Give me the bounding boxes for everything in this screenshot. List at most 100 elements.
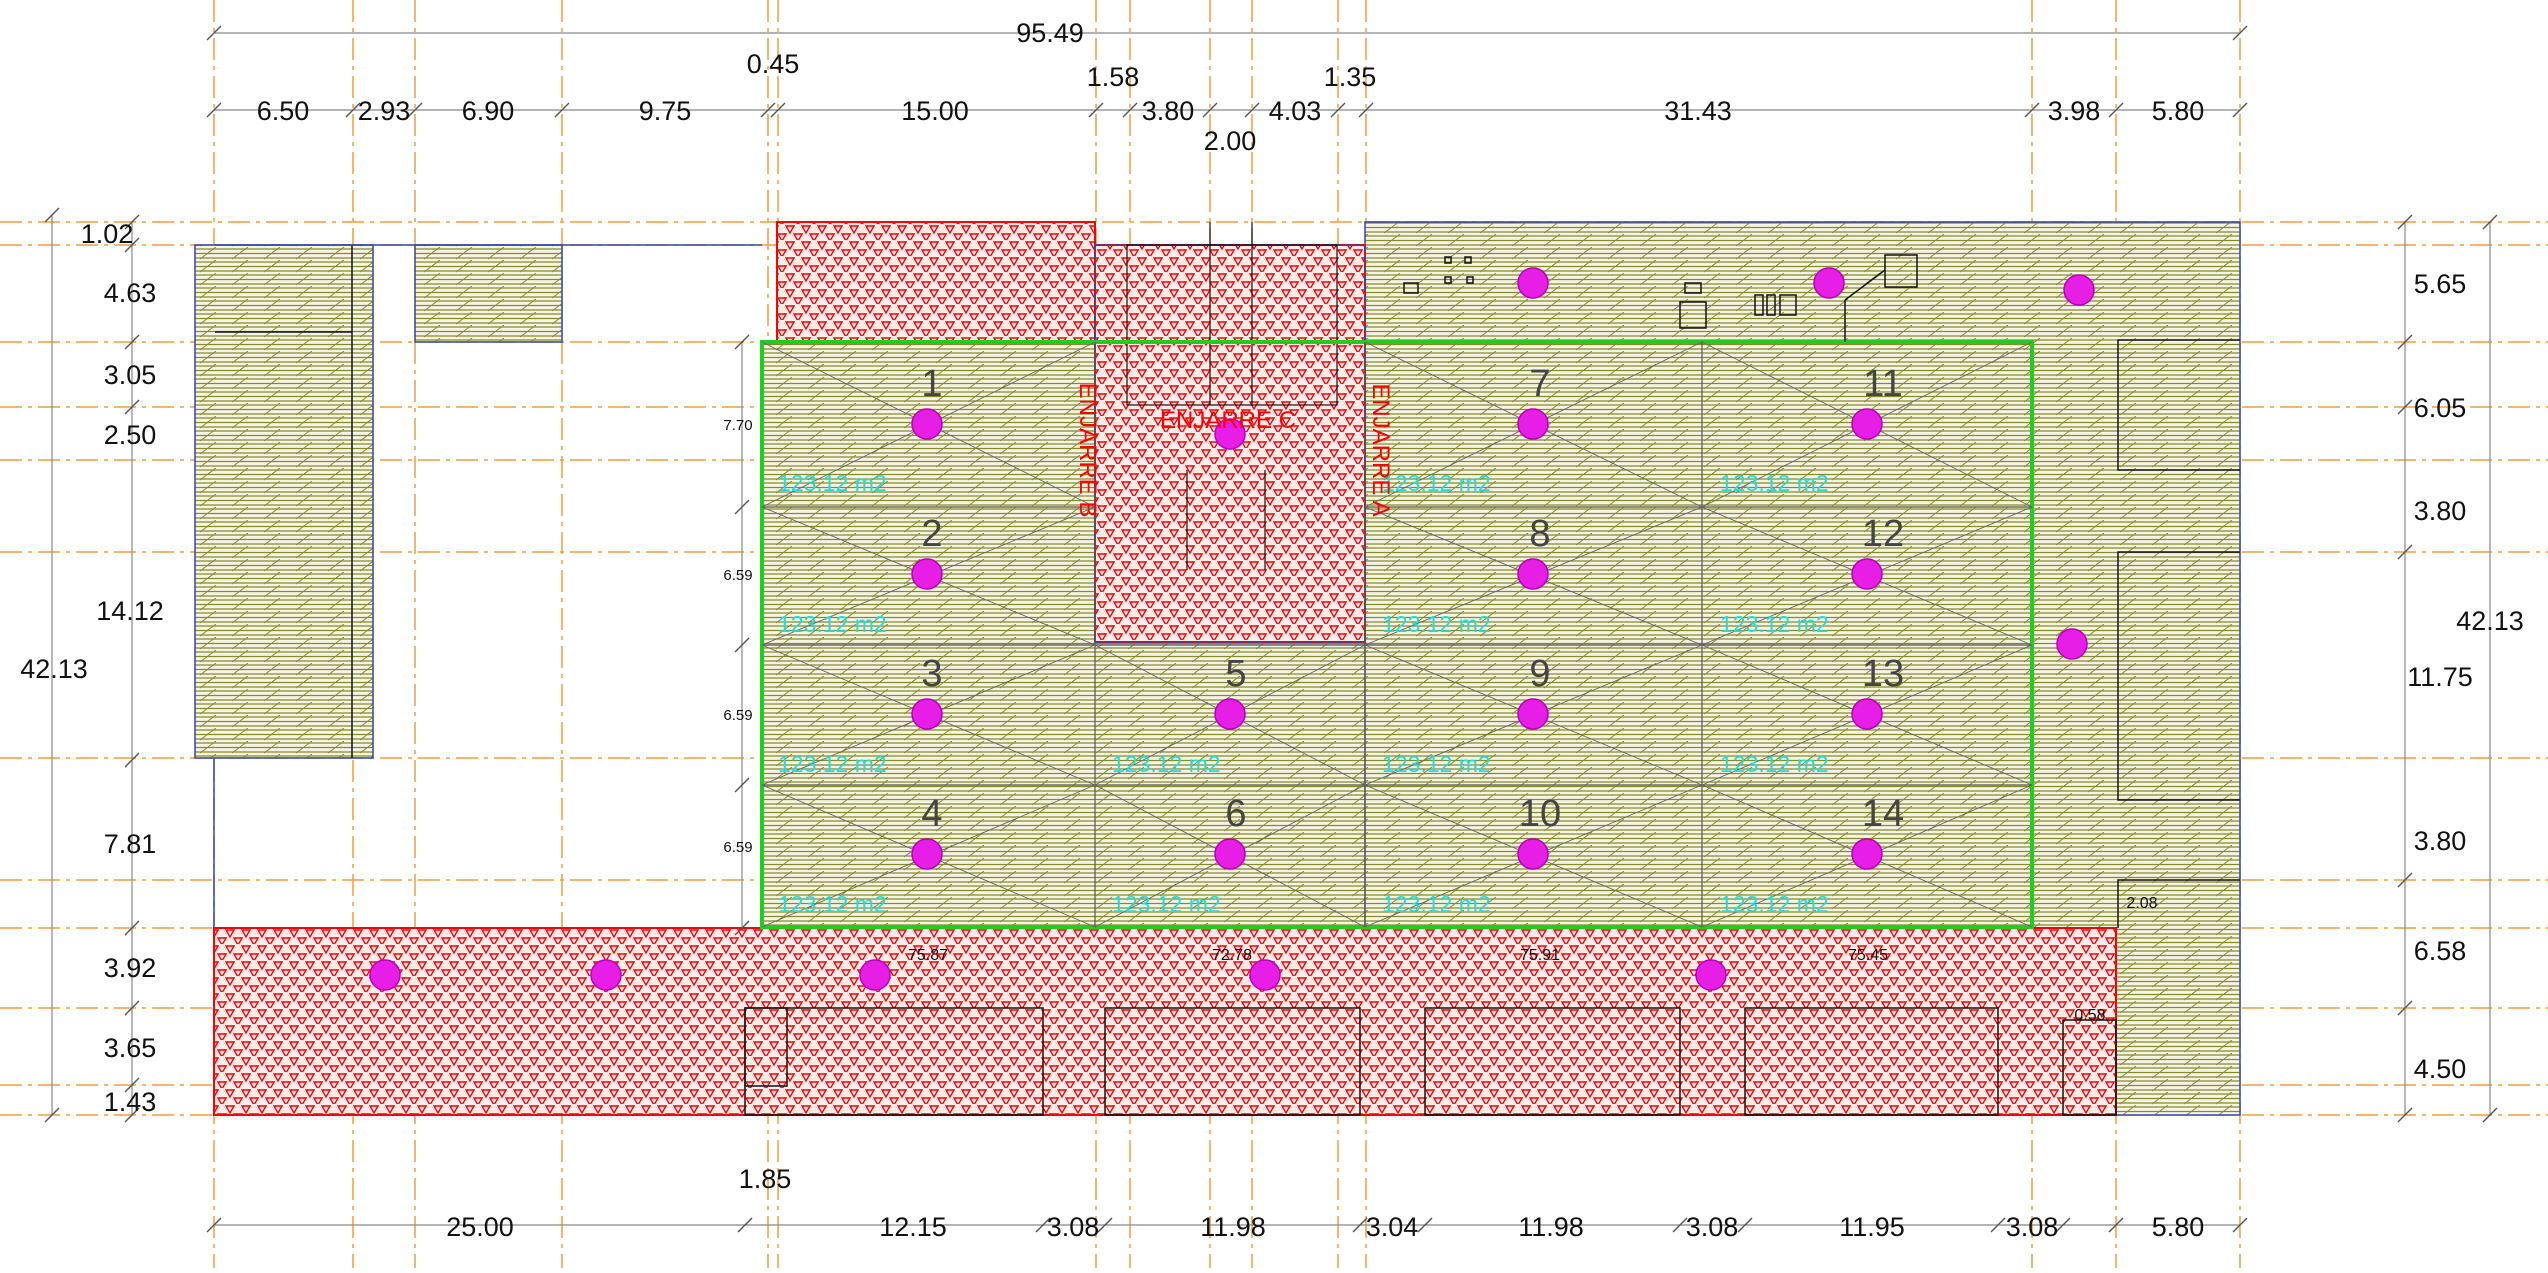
small-label: 72.78 [1212, 947, 1252, 964]
dimension-lines [51, 32, 2491, 1226]
cell-number: 13 [1862, 653, 1904, 695]
dimension-tick [734, 499, 750, 515]
bay-boundary [760, 340, 2034, 929]
dimension-tick [124, 237, 140, 253]
small-label: 2.08 [2126, 895, 2157, 912]
bottom-dim: 11.95 [1839, 1212, 1905, 1242]
enjarre-b-label: ENJARRE B [1074, 383, 1101, 518]
dimension-tick [2024, 102, 2040, 118]
bottom-dim: 5.80 [2152, 1212, 2205, 1242]
enjarre-top-left [776, 221, 1096, 343]
dimension-tick [1352, 1217, 1368, 1233]
cell-area: 123.12 m2 [778, 751, 887, 777]
dimension-tick [734, 637, 750, 653]
dimension-tick [1672, 1217, 1688, 1233]
column-marker-circle [1517, 698, 1549, 730]
dimension-tick [124, 1107, 140, 1123]
small-label: 75.87 [908, 947, 948, 964]
small-label: 0.58 [2074, 1007, 2105, 1024]
right-dim: 3.80 [2414, 826, 2467, 856]
column-marker-circle [1249, 959, 1281, 991]
column-marker-circle [1851, 838, 1883, 870]
left-dim: 3.05 [104, 360, 157, 390]
top-dim: 1.35 [1324, 62, 1377, 92]
cell-number: 4 [921, 793, 942, 835]
dimension-tick [124, 1000, 140, 1016]
cell-number: 7 [1529, 363, 1550, 405]
cell-number: 12 [1862, 513, 1904, 555]
left-dim: 14.12 [96, 596, 164, 626]
left-dim: 3.65 [104, 1033, 157, 1063]
column-marker-circle [1517, 838, 1549, 870]
left-dim: 1.43 [104, 1087, 157, 1117]
dimension-tick [2232, 25, 2248, 41]
dimension-tick [2397, 544, 2413, 560]
column-marker-circle [1214, 838, 1246, 870]
small-label: 75.45 [1848, 947, 1888, 964]
right-dim: 5.65 [2414, 269, 2467, 299]
cell-area: 123.12 m2 [778, 891, 887, 917]
dimension-tick [124, 1077, 140, 1093]
equipment-symbols [1403, 254, 1918, 342]
cell-number: 10 [1519, 793, 1561, 835]
dimension-tick [124, 399, 140, 415]
column-marker-circle [2056, 628, 2088, 660]
column-marker-circle [911, 838, 943, 870]
left-dim: 4.63 [104, 278, 157, 308]
dimension-tick [2482, 214, 2498, 230]
left-dim: 1.02 [81, 219, 134, 249]
column-marker-circle [1517, 267, 1549, 299]
cell-area: 123.12 m2 [1112, 751, 1221, 777]
bay-dim: 6.59 [723, 707, 752, 724]
cell-area: 123.12 m2 [1382, 751, 1491, 777]
dimension-tick [407, 102, 423, 118]
dimension-tick [1244, 102, 1260, 118]
dimension-tick [2397, 399, 2413, 415]
bottom-dim: 3.08 [1047, 1212, 1100, 1242]
bottom-dim: 12.15 [879, 1212, 947, 1242]
enjarre-c-outline [1126, 222, 1338, 570]
column-marker-circle [2063, 274, 2095, 306]
bottom-dim: 3.08 [2006, 1212, 2059, 1242]
cell-number: 6 [1225, 793, 1246, 835]
dimension-tick [1097, 1217, 1113, 1233]
cell-area: 123.12 m2 [778, 470, 887, 496]
right-dim: 4.50 [2414, 1054, 2467, 1084]
cell-number: 3 [921, 653, 942, 695]
bottom-dim: 11.98 [1518, 1212, 1584, 1242]
bay-dim: 6.59 [723, 567, 752, 584]
column-marker-circle [1517, 408, 1549, 440]
column-marker-circle [1851, 698, 1883, 730]
column-markers [369, 267, 2095, 991]
top-dim: 6.90 [462, 96, 515, 126]
top-dim: 6.50 [257, 96, 310, 126]
cell-number: 1 [921, 363, 942, 405]
small-label: 75.91 [1520, 947, 1560, 964]
column-marker-circle [1695, 959, 1727, 991]
column-marker-circle [859, 959, 891, 991]
dimension-tick [554, 102, 570, 118]
right-dim: 3.80 [2414, 496, 2467, 526]
dimension-tick [2397, 1107, 2413, 1123]
top-dim: 4.03 [1269, 96, 1322, 126]
column-marker-circle [1851, 558, 1883, 590]
top-dim: 1.58 [1087, 62, 1140, 92]
top-dim: 2.93 [358, 96, 411, 126]
dimension-tick [1417, 1217, 1433, 1233]
cell-area: 123.12 m2 [778, 611, 887, 637]
dimension-tick [2232, 1217, 2248, 1233]
dimension-tick [2482, 1107, 2498, 1123]
top-dim: 31.43 [1664, 96, 1732, 126]
dimension-tick [1737, 1217, 1753, 1233]
cell-number: 5 [1225, 653, 1246, 695]
dimension-ticks [44, 25, 2498, 1233]
dimension-tick [2055, 1217, 2071, 1233]
top-dim: 0.45 [747, 49, 800, 79]
column-marker-circle [1214, 418, 1246, 450]
dimension-tick [206, 102, 222, 118]
cell-number: 11 [1863, 363, 1902, 405]
cell-area: 123.12 m2 [1720, 891, 1829, 917]
dimension-tick [1330, 102, 1346, 118]
